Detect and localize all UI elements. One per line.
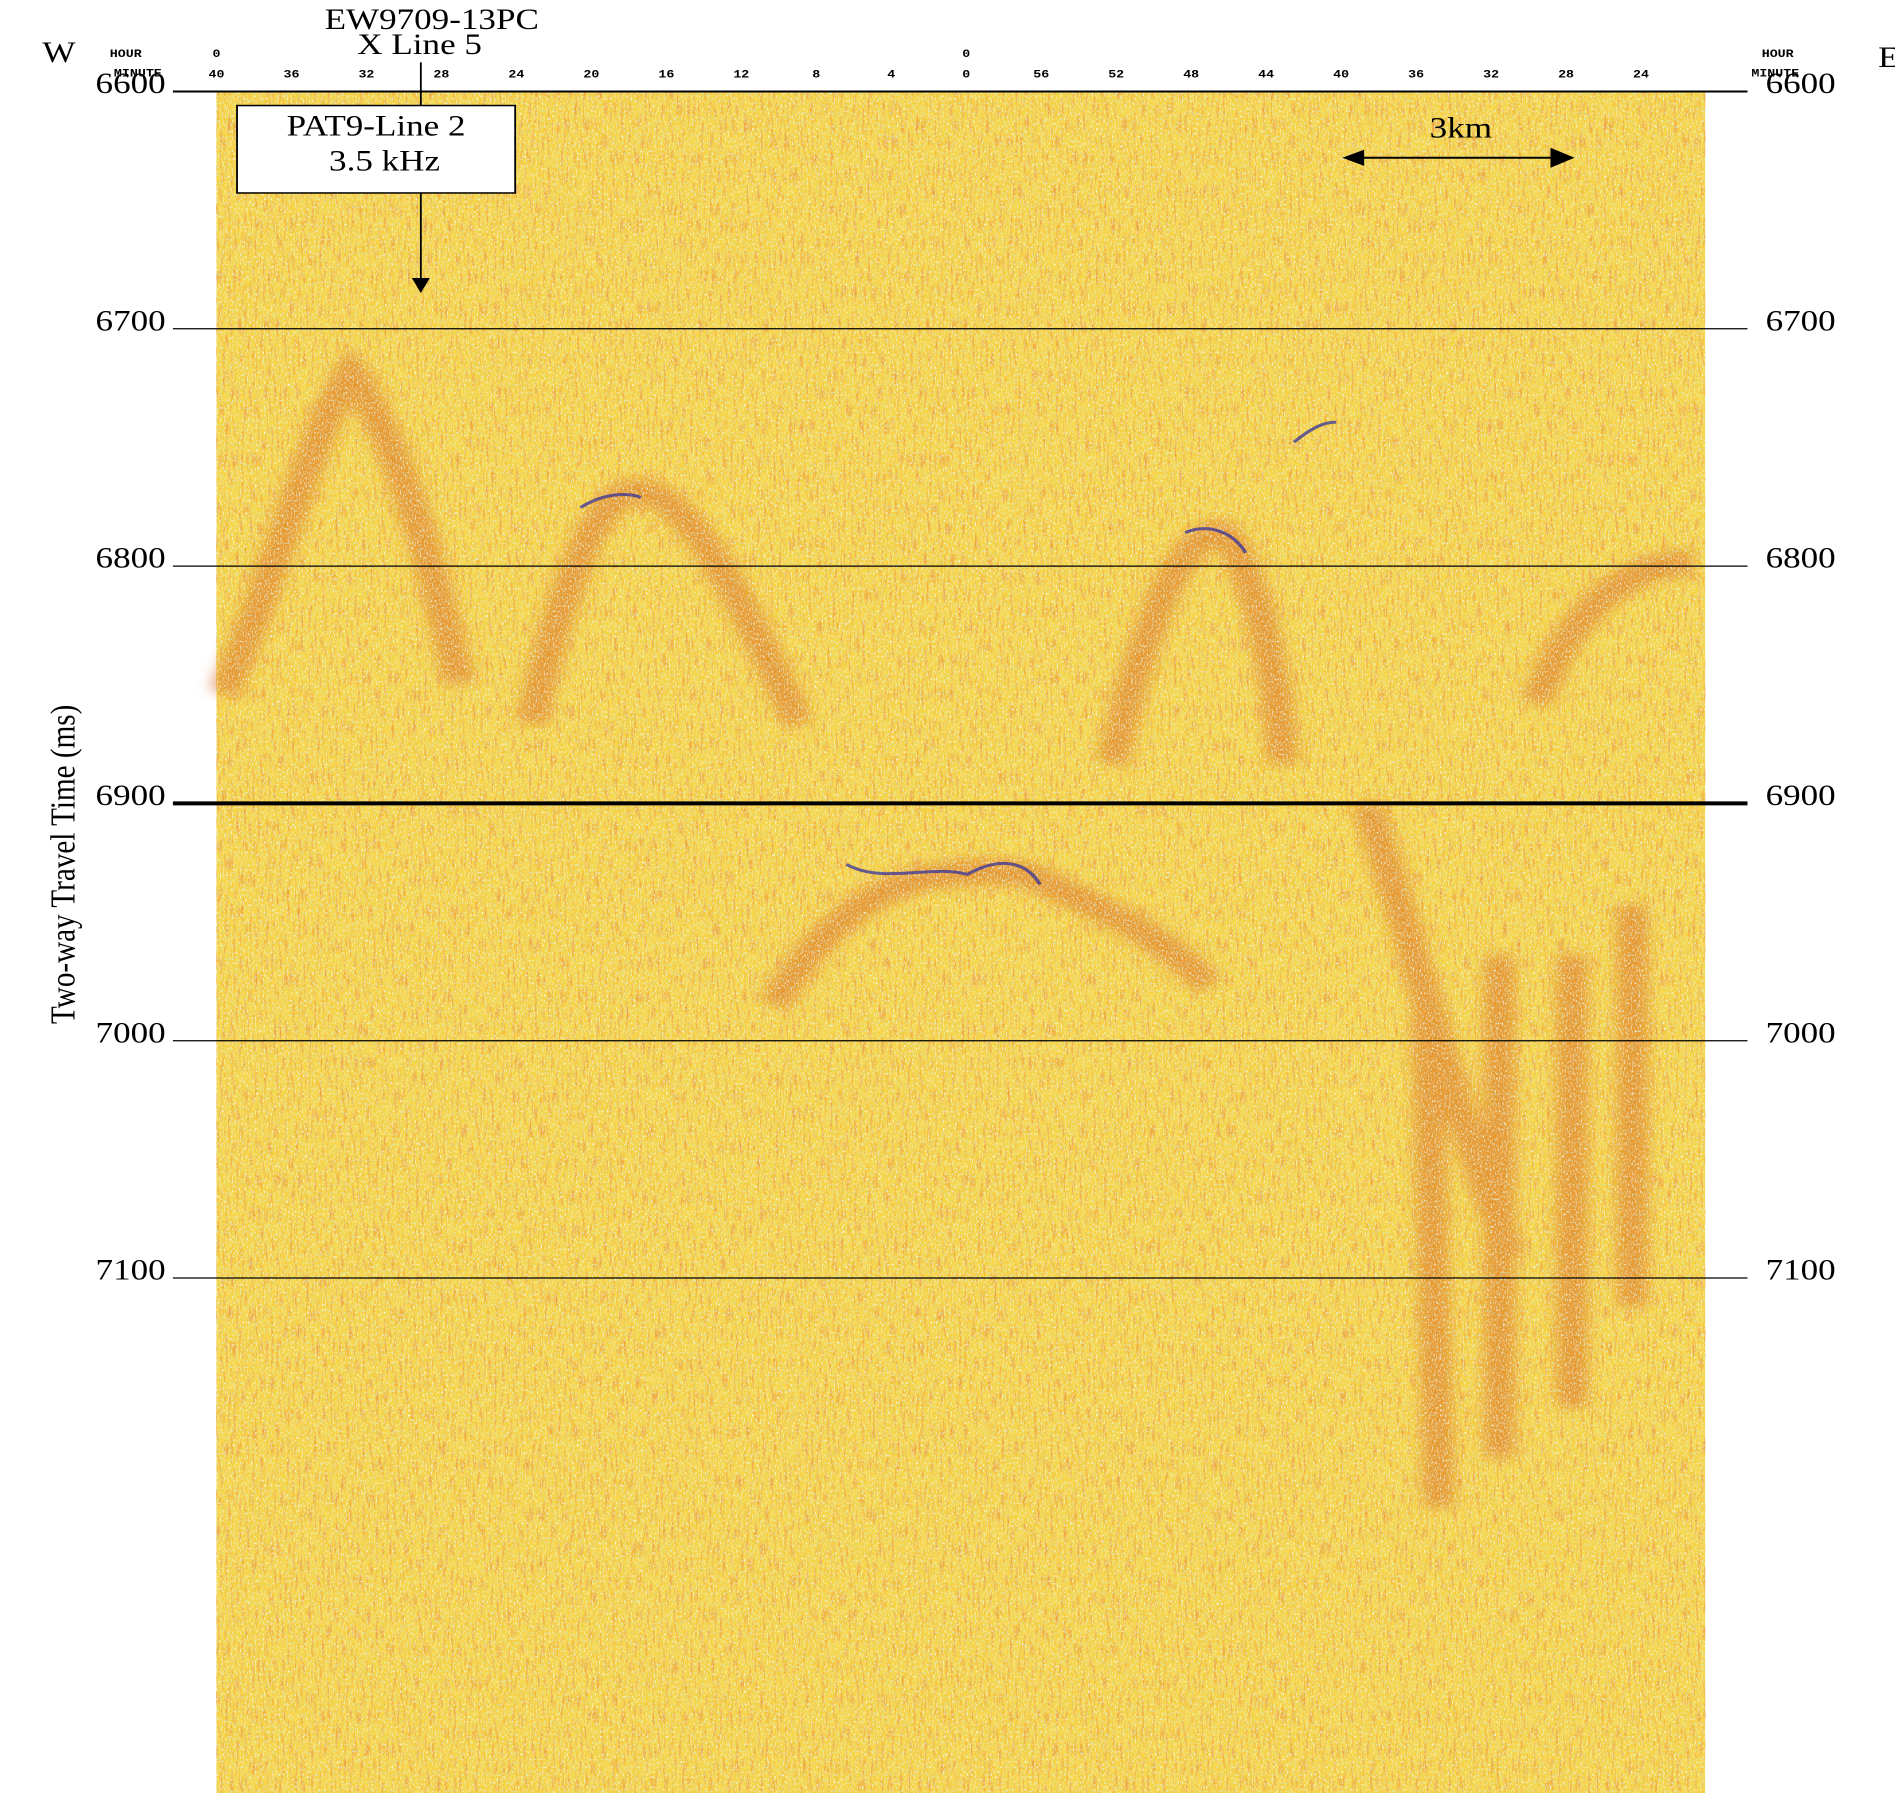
x-tick-label: 12 bbox=[733, 68, 749, 81]
minute-axis-label: MINUTE bbox=[114, 67, 162, 80]
label-box bbox=[236, 104, 517, 194]
x-tick-label: 56 bbox=[1033, 68, 1049, 81]
box-label: PAT9-Line 2 bbox=[287, 109, 466, 142]
y-tick-label: 7000 bbox=[96, 1016, 166, 1049]
x-tick-label: 24 bbox=[508, 68, 524, 81]
x-tick-label: 48 bbox=[1183, 68, 1199, 81]
west-label: W bbox=[42, 36, 76, 69]
box-label: 3.5 kHz bbox=[329, 144, 440, 177]
x-tick-label: 40 bbox=[208, 68, 224, 81]
y2-tick-label: 6800 bbox=[1766, 542, 1836, 575]
x-tick-label: 28 bbox=[433, 68, 449, 81]
y2-tick-label: 6900 bbox=[1766, 779, 1836, 812]
x-tick-label: 52 bbox=[1108, 68, 1124, 81]
y-axis-title: Two-way Travel Time (ms) bbox=[43, 705, 82, 1024]
x-tick-label: 4 bbox=[887, 68, 895, 81]
east-label: E bbox=[1878, 41, 1895, 74]
y-tick-label: 6900 bbox=[96, 779, 166, 812]
scale-bar-label: 3km bbox=[1430, 111, 1492, 144]
minute-axis-label: MINUTE bbox=[1751, 67, 1799, 80]
seismic-image bbox=[209, 91, 1706, 1793]
x-tick-label: 20 bbox=[583, 68, 599, 81]
y-tick-label: 6800 bbox=[96, 542, 166, 575]
x-tick-label: 32 bbox=[358, 68, 374, 81]
y-tick-label: 6600 bbox=[96, 67, 166, 100]
x-tick-label: 8 bbox=[812, 68, 820, 81]
hour-axis-label: HOUR bbox=[110, 48, 143, 61]
x-tick-label: 16 bbox=[658, 68, 674, 81]
x-tick-label: 36 bbox=[283, 68, 299, 81]
x-tick-label: 0 bbox=[962, 68, 970, 81]
y2-tick-label: 7000 bbox=[1766, 1016, 1836, 1049]
y2-tick-label: 6700 bbox=[1766, 304, 1836, 337]
y-tick-label: 6700 bbox=[96, 304, 166, 337]
x-hour-label: 0 bbox=[962, 48, 970, 61]
core-label: EW9709-13PC bbox=[325, 3, 539, 36]
x-tick-label: 40 bbox=[1333, 68, 1349, 81]
y2-tick-label: 7100 bbox=[1766, 1253, 1836, 1286]
x-hour-label: 0 bbox=[212, 48, 220, 61]
hour-axis-label: HOUR bbox=[1762, 48, 1795, 61]
scale-bar-head bbox=[1342, 149, 1365, 166]
y-tick-label: 7100 bbox=[96, 1253, 166, 1286]
x-tick-label: 28 bbox=[1558, 68, 1574, 81]
x-tick-label: 44 bbox=[1258, 68, 1274, 81]
y2-tick-label: 6600 bbox=[1766, 67, 1836, 100]
crossline-label: X Line 5 bbox=[357, 28, 482, 61]
x-tick-label: 32 bbox=[1483, 68, 1499, 81]
x-tick-label: 24 bbox=[1633, 68, 1649, 81]
x-tick-label: 36 bbox=[1408, 68, 1424, 81]
